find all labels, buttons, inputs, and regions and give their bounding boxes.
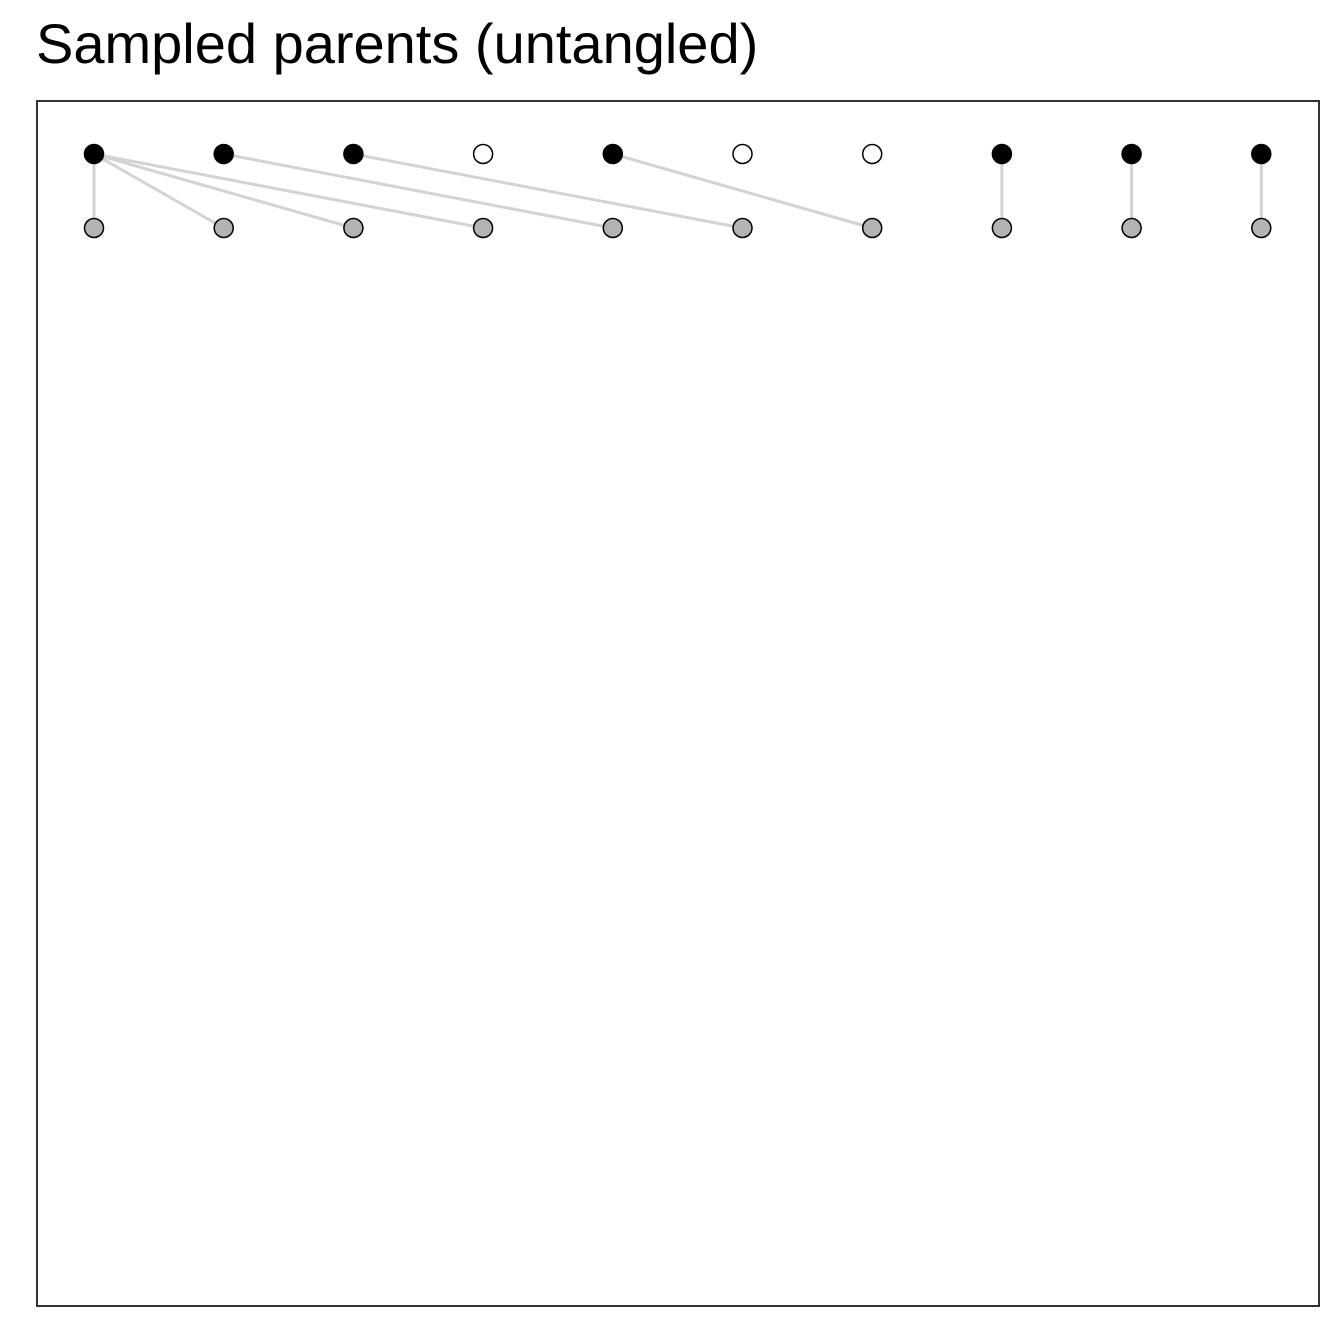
child-node-0 xyxy=(83,217,105,239)
child-node-4 xyxy=(602,217,624,239)
sampled-parent-node-0 xyxy=(83,143,105,165)
edge-parent-1-child-4 xyxy=(223,152,614,230)
sampled-parent-node-8 xyxy=(1121,143,1142,165)
child-node-6 xyxy=(861,217,883,239)
sampled-parent-node-7 xyxy=(991,143,1013,165)
child-node-9 xyxy=(1251,217,1272,239)
child-node-1 xyxy=(213,217,234,239)
edge-parent-0-child-2 xyxy=(93,152,354,230)
child-node-2 xyxy=(343,217,364,239)
child-node-8 xyxy=(1121,217,1142,239)
sampled-parent-node-1 xyxy=(213,143,234,165)
edge-parent-2-child-5 xyxy=(353,152,743,230)
page-title: Sampled parents (untangled) xyxy=(36,12,759,75)
parent-nodes-layer xyxy=(83,143,1272,165)
edge-parent-0-child-1 xyxy=(93,152,225,230)
child-node-7 xyxy=(991,217,1013,239)
child-node-5 xyxy=(732,217,753,239)
sampled-parent-node-4 xyxy=(602,143,624,165)
unsampled-parent-node-6 xyxy=(861,143,883,165)
sampled-parent-node-2 xyxy=(343,143,364,165)
edge-parent-4-child-6 xyxy=(612,152,873,230)
edge-parent-0-child-3 xyxy=(93,152,484,230)
unsampled-parent-node-3 xyxy=(472,143,494,165)
sampled-parent-node-9 xyxy=(1251,143,1272,165)
edges-layer xyxy=(92,152,1263,230)
child-nodes-layer xyxy=(83,217,1272,239)
child-node-3 xyxy=(472,217,494,239)
plot-frame xyxy=(36,100,1320,1307)
unsampled-parent-node-5 xyxy=(732,143,753,165)
